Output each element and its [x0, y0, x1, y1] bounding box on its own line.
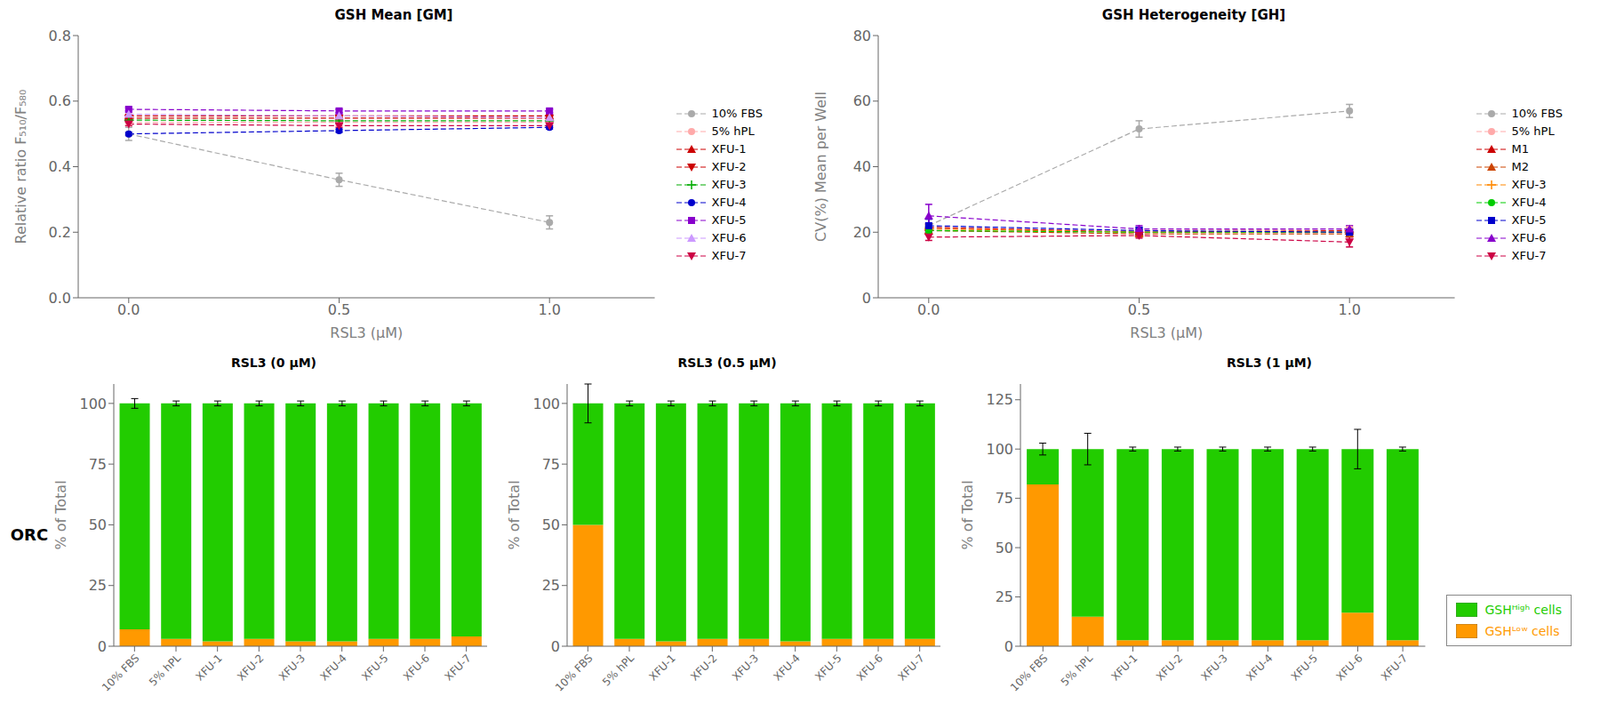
- svg-text:0.6: 0.6: [48, 92, 72, 110]
- svg-text:5% hPL: 5% hPL: [600, 651, 638, 689]
- html-text:10% FBS: 10% FBS: [1511, 106, 1563, 120]
- svg-text:50: 50: [995, 539, 1014, 557]
- svg-text:100: 100: [532, 395, 560, 413]
- svg-text:XFU-5: XFU-5: [359, 651, 391, 683]
- svg-text:0.2: 0.2: [48, 224, 72, 241]
- svg-text:CV(%) Mean per Well: CV(%) Mean per Well: [812, 91, 830, 242]
- svg-text:XFU-2: XFU-2: [234, 651, 266, 683]
- html-text:GSH Heterogeneity [GH]: GSH Heterogeneity [GH]: [1102, 7, 1286, 24]
- svg-text:0.8: 0.8: [48, 27, 72, 45]
- html-text:GSH Mean [GM]: GSH Mean [GM]: [334, 7, 453, 24]
- svg-text:XFU-4: XFU-4: [771, 651, 803, 683]
- svg-text:XFU-4: XFU-4: [1243, 651, 1275, 683]
- svg-text:XFU-3: XFU-3: [1199, 651, 1231, 683]
- svg-text:50: 50: [542, 516, 560, 534]
- svg-text:0.5: 0.5: [328, 301, 351, 319]
- svg-text:10% FBS: 10% FBS: [1008, 651, 1050, 694]
- svg-text:75: 75: [995, 489, 1014, 507]
- svg-text:75: 75: [542, 456, 560, 473]
- html-text:XFU-2: XFU-2: [711, 160, 747, 174]
- svg-text:XFU-3: XFU-3: [276, 651, 308, 683]
- svg-text:125: 125: [985, 391, 1014, 408]
- svg-text:XFU-6: XFU-6: [1333, 651, 1365, 683]
- svg-text:0.0: 0.0: [117, 301, 140, 319]
- svg-text:60: 60: [853, 92, 872, 110]
- svg-text:40: 40: [853, 158, 872, 176]
- svg-text:RSL3 (μM): RSL3 (μM): [329, 324, 403, 342]
- html-text:RSL3 (1 μM): RSL3 (1 μM): [1226, 355, 1312, 370]
- svg-text:XFU-5: XFU-5: [1288, 651, 1320, 683]
- svg-text:XFU-1: XFU-1: [647, 651, 679, 683]
- svg-text:75: 75: [88, 456, 107, 473]
- svg-text:% of Total: % of Total: [959, 480, 976, 550]
- svg-text:XFU-7: XFU-7: [1378, 651, 1410, 683]
- html-text:XFU-6: XFU-6: [711, 231, 747, 245]
- svg-text:5% hPL: 5% hPL: [1058, 651, 1096, 689]
- html-text:XFU-4: XFU-4: [1511, 195, 1547, 209]
- html-text:10% FBS: 10% FBS: [711, 106, 763, 120]
- html-text:XFU-7: XFU-7: [711, 248, 747, 263]
- svg-text:% of Total: % of Total: [52, 480, 70, 550]
- svg-text:25: 25: [88, 576, 107, 594]
- html-text:GSHᴴⁱᵍʰ cells: GSHᴴⁱᵍʰ cells: [1484, 602, 1562, 617]
- html-text:M1: M1: [1511, 142, 1529, 156]
- svg-text:XFU-5: XFU-5: [812, 651, 844, 683]
- svg-text:0: 0: [862, 289, 872, 307]
- svg-text:80: 80: [853, 27, 872, 45]
- html-text:5% hPL: 5% hPL: [711, 124, 755, 138]
- svg-text:100: 100: [79, 395, 107, 413]
- svg-text:10% FBS: 10% FBS: [552, 651, 595, 694]
- svg-text:1.0: 1.0: [537, 301, 560, 319]
- html-text:GSHᴸᵒʷ cells: GSHᴸᵒʷ cells: [1484, 624, 1560, 639]
- svg-text:Relative ratio F₅₁₀/F₅₈₀: Relative ratio F₅₁₀/F₅₈₀: [12, 89, 30, 245]
- svg-text:5% hPL: 5% hPL: [146, 651, 184, 689]
- html-text:M2: M2: [1511, 160, 1529, 174]
- html-text:ORC: ORC: [10, 524, 49, 544]
- svg-text:XFU-7: XFU-7: [442, 651, 474, 683]
- html-text:XFU-6: XFU-6: [1511, 231, 1547, 245]
- svg-text:0.4: 0.4: [48, 158, 72, 176]
- svg-text:XFU-1: XFU-1: [193, 651, 225, 683]
- svg-text:100: 100: [985, 440, 1014, 458]
- svg-text:25: 25: [542, 576, 560, 594]
- svg-text:1.0: 1.0: [1337, 301, 1360, 319]
- svg-text:% of Total: % of Total: [505, 480, 523, 550]
- svg-text:0: 0: [97, 638, 107, 656]
- svg-text:XFU-3: XFU-3: [729, 651, 761, 683]
- html-text:XFU-5: XFU-5: [1511, 213, 1547, 227]
- html-text:XFU-7: XFU-7: [1511, 248, 1547, 263]
- html-text:XFU-1: XFU-1: [711, 142, 747, 156]
- svg-text:0.5: 0.5: [1128, 301, 1151, 319]
- svg-text:10% FBS: 10% FBS: [99, 651, 142, 694]
- svg-text:0.0: 0.0: [48, 289, 72, 307]
- svg-text:RSL3 (μM): RSL3 (μM): [1129, 324, 1203, 342]
- html-text:5% hPL: 5% hPL: [1511, 124, 1555, 138]
- svg-text:0: 0: [551, 638, 560, 656]
- svg-text:0: 0: [1004, 638, 1014, 656]
- svg-text:20: 20: [853, 224, 872, 241]
- svg-text:XFU-4: XFU-4: [318, 651, 350, 683]
- html-text:RSL3 (0 μM): RSL3 (0 μM): [231, 355, 317, 370]
- html-text:XFU-3: XFU-3: [1511, 177, 1547, 192]
- svg-text:XFU-2: XFU-2: [1153, 651, 1185, 683]
- svg-text:XFU-6: XFU-6: [854, 651, 886, 683]
- svg-text:50: 50: [88, 516, 107, 534]
- html-text:XFU-3: XFU-3: [711, 177, 747, 192]
- svg-text:XFU-7: XFU-7: [896, 651, 928, 683]
- svg-text:25: 25: [995, 588, 1014, 606]
- svg-text:XFU-6: XFU-6: [400, 651, 432, 683]
- svg-text:XFU-2: XFU-2: [688, 651, 720, 683]
- html-text:RSL3 (0.5 μM): RSL3 (0.5 μM): [677, 355, 777, 370]
- html-text:XFU-5: XFU-5: [711, 213, 747, 227]
- svg-text:XFU-1: XFU-1: [1108, 651, 1140, 683]
- svg-text:0.0: 0.0: [917, 301, 940, 319]
- html-text:XFU-4: XFU-4: [711, 195, 747, 209]
